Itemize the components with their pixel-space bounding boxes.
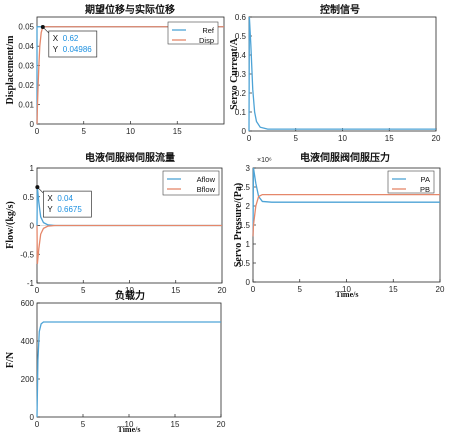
datatip-x-key: X [47,194,53,203]
legend-box [167,21,219,45]
y-tick-label: 0.5 [235,32,247,41]
legend-label: Bflow [197,185,216,194]
y-axis-label: F/N [5,351,16,368]
y-axis-label: Flow/(kg/s) [5,201,16,249]
y-tick-label: 2.5 [239,183,251,192]
y-tick-label: 0.4 [235,51,247,60]
legend-box [162,170,220,196]
x-axis-label: Time/s [336,290,359,299]
x-tick-label: 20 [436,285,445,294]
x-tick-label: 0 [251,285,256,294]
datatip-marker [35,185,40,190]
y-tick-label: 0.01 [18,101,34,110]
legend-box [387,170,435,194]
chart-title: 期望位移与实际位移 [85,3,175,16]
x-tick-label: 5 [81,286,86,295]
x-tick-label: 20 [217,420,226,429]
y-tick-label: -1 [27,279,35,288]
y-tick-label: -0.5 [20,250,34,259]
datatip-marker [40,24,45,29]
datatip-y-key: Y [53,45,59,54]
y-tick-label: 0.02 [18,81,34,90]
x-tick-label: 5 [294,134,299,143]
legend-label: Disp [199,36,214,45]
legend-label: Aflow [197,175,216,184]
datatip-y-key: Y [47,205,53,214]
legend-label: PA [421,175,430,184]
chart-title: 控制信号 [320,3,360,16]
x-tick-label: 20 [432,134,441,143]
y-tick-label: 0.3 [235,70,247,79]
datatip-box [48,30,98,58]
y-tick-label: 0.1 [235,108,247,117]
x-tick-label: 0 [35,286,40,295]
y-tick-label: 0 [246,278,251,287]
series-line-disp [36,26,224,125]
plot-area-4 [36,302,222,418]
y-tick-label: 0 [242,127,247,136]
y-tick-label: 0.6 [235,13,247,22]
datatip-y-value: 0.6675 [57,205,82,214]
x-tick-label: 5 [81,420,86,429]
y-tick-label: 200 [21,375,35,384]
x-tick-label: 15 [389,285,398,294]
y-axis-label: Servo Pressure/(Pa) [233,183,244,267]
y-axis-label: Displacement/m [5,35,16,105]
datatip-x-key: X [53,34,59,43]
y-tick-label: 1 [246,240,251,249]
y-tick-label: 0.05 [18,23,34,32]
legend-label: PB [420,185,430,194]
y-tick-label: 1 [30,164,35,173]
chart-title: 电液伺服阀伺服流量 [85,151,175,164]
datatip-x-value: 0.62 [63,34,79,43]
x-tick-label: 10 [126,127,135,136]
plot-area-1 [248,16,437,132]
y-axis-label: Servo Current/A [229,37,240,110]
chart-title: 负载力 [115,289,145,302]
y-tick-label: 0.04 [18,42,34,51]
datatip-x-value: 0.04 [57,194,73,203]
series-line-pb [252,193,440,237]
x-tick-label: 0 [35,127,40,136]
y-tick-label: 400 [21,337,35,346]
datatip-y-value: 0.04986 [63,45,92,54]
x-tick-label: 10 [342,285,351,294]
datatip-box [43,190,92,218]
x-tick-label: 10 [125,420,134,429]
x-tick-label: 15 [171,286,180,295]
y-tick-label: 600 [21,299,35,308]
series-line-bflow [36,224,222,264]
series-line-signal [36,321,221,418]
x-tick-label: 15 [173,127,182,136]
y-tick-label: 0.2 [235,89,247,98]
chart-title: 电液伺服阀伺服压力 [300,151,390,164]
x-tick-label: 15 [171,420,180,429]
x-axis-label: Time/s [118,425,141,434]
legend-label: Ref [202,26,215,35]
exponent-label: ×10⁶ [257,157,272,164]
y-tick-label: 0.03 [18,62,34,71]
x-tick-label: 20 [218,286,227,295]
x-tick-label: 5 [298,285,303,294]
y-tick-label: 3 [246,164,251,173]
x-tick-label: 0 [247,134,252,143]
x-tick-label: 10 [338,134,347,143]
y-tick-label: 2 [246,202,251,211]
series-line-signal [248,16,436,132]
x-tick-label: 10 [125,286,134,295]
y-tick-label: 0 [30,222,35,231]
y-tick-label: 0 [30,120,35,129]
x-tick-label: 15 [385,134,394,143]
x-tick-label: 0 [35,420,40,429]
y-tick-label: 1.5 [239,221,251,230]
y-tick-label: 0.5 [239,259,251,268]
x-tick-label: 5 [82,127,87,136]
y-tick-label: 0 [30,413,35,422]
y-tick-label: 0.5 [23,193,35,202]
